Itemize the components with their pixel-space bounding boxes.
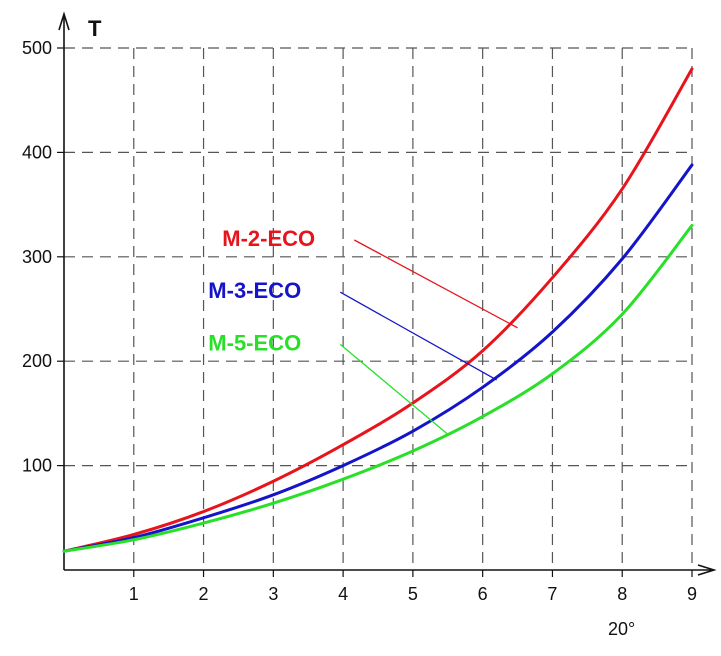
x-tick-label-4: 4	[338, 584, 348, 604]
y-tick-label-500: 500	[22, 38, 52, 58]
y-axis-arrow	[58, 11, 70, 31]
axes: 1 2 3 4 5 6 7 8 9 100 200 300 400 500	[22, 11, 717, 604]
x-tick-label-2: 2	[199, 584, 209, 604]
x-tick-label-3: 3	[268, 584, 278, 604]
leader-line-m-3-eco	[339, 291, 497, 381]
series-line-m-2-eco	[62, 67, 694, 553]
series-line-m-3-eco	[62, 163, 694, 553]
series-labels: M-2-ECO M-3-ECO M-5-ECO	[208, 226, 518, 435]
series-lines	[62, 67, 694, 553]
leader-line-m-5-eco	[339, 343, 449, 435]
y-tick-label-100: 100	[22, 456, 52, 476]
series-label-m-2-eco: M-2-ECO	[222, 226, 315, 251]
y-axis-title: T	[88, 16, 102, 41]
x-tick-label-7: 7	[547, 584, 557, 604]
x-tick-label-9: 9	[687, 584, 697, 604]
leader-line-m-2-eco	[353, 239, 518, 329]
series-label-m-5-eco: M-5-ECO	[208, 330, 301, 355]
x-tick-label-5: 5	[408, 584, 418, 604]
y-tick-label-200: 200	[22, 351, 52, 371]
series-label-m-3-eco: M-3-ECO	[208, 278, 301, 303]
y-tick-label-400: 400	[22, 142, 52, 162]
x-tick-label-8: 8	[617, 584, 627, 604]
temperature-annotation: 20°	[608, 619, 635, 639]
grid	[64, 47, 693, 570]
y-tick-label-300: 300	[22, 247, 52, 267]
x-tick-label-6: 6	[478, 584, 488, 604]
x-tick-label-1: 1	[129, 584, 139, 604]
series-line-m-5-eco	[62, 223, 694, 553]
x-axis-arrow	[697, 564, 717, 576]
